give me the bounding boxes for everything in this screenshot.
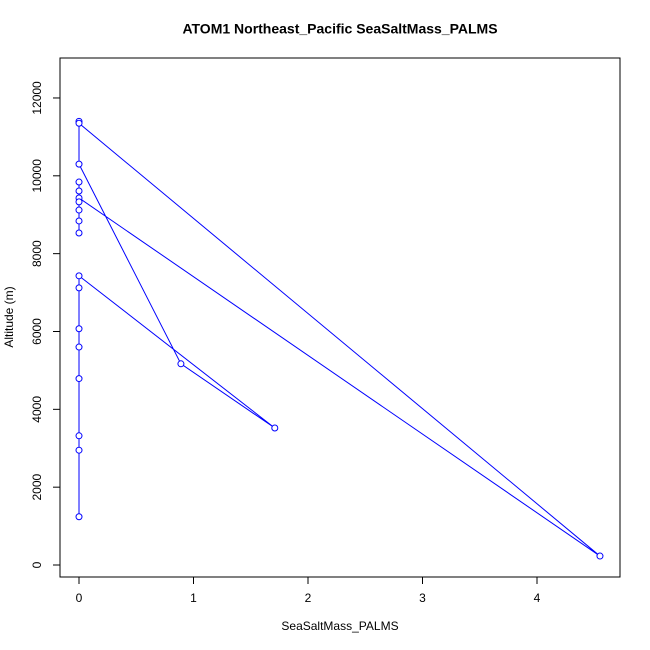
data-point: [177, 360, 185, 368]
data-point: [75, 160, 83, 168]
y-tick-label: 12000: [30, 81, 44, 115]
data-point: [75, 187, 83, 195]
data-point: [75, 284, 83, 292]
x-tick-label: 3: [419, 591, 426, 605]
data-point: [271, 424, 279, 432]
data-point: [75, 432, 83, 440]
data-point: [75, 272, 83, 280]
data-point: [75, 325, 83, 333]
data-point: [75, 375, 83, 383]
data-point: [75, 198, 83, 206]
y-tick-label: 2000: [30, 474, 44, 501]
y-axis-title: Altitude (m): [2, 286, 16, 347]
y-tick-label: 4000: [30, 396, 44, 423]
plot-frame: [59, 57, 621, 578]
data-point: [75, 178, 83, 186]
y-tick-label: 0: [30, 561, 44, 568]
data-point: [596, 552, 604, 560]
data-point: [75, 119, 83, 127]
data-point: [75, 513, 83, 521]
x-tick-label: 1: [190, 591, 197, 605]
chart-title: ATOM1 Northeast_Pacific SeaSaltMass_PALM…: [182, 21, 497, 37]
data-line: [78, 121, 601, 557]
x-tick-label: 0: [76, 591, 83, 605]
y-tick-label: 8000: [30, 240, 44, 267]
data-point: [75, 343, 83, 351]
data-point: [75, 229, 83, 237]
data-point: [75, 446, 83, 454]
y-tick-label: 10000: [30, 159, 44, 193]
data-point: [75, 206, 83, 214]
y-tick-label: 6000: [30, 318, 44, 345]
x-axis-title: SeaSaltMass_PALMS: [281, 619, 398, 633]
x-tick-label: 4: [534, 591, 541, 605]
data-point: [75, 217, 83, 225]
x-tick-label: 2: [305, 591, 312, 605]
